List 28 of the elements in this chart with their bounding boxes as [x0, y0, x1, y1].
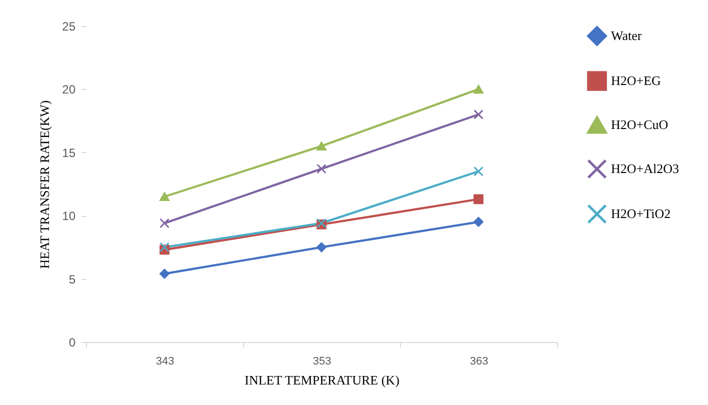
y-tick-label: 0 — [68, 336, 76, 350]
x-tick-label: 353 — [312, 356, 332, 368]
point — [474, 166, 484, 176]
point — [474, 110, 484, 120]
legend-label: H2O+CuO — [611, 117, 668, 132]
y-tick-label: 15 — [62, 146, 76, 160]
y-tick-label: 20 — [62, 82, 76, 97]
point — [160, 218, 170, 228]
point — [474, 216, 484, 227]
x-tick-label: 363 — [470, 356, 488, 368]
y-tick-label: 10 — [62, 209, 76, 224]
point — [316, 242, 326, 252]
point — [474, 194, 484, 204]
point — [316, 164, 326, 174]
point — [160, 192, 170, 202]
legend-label: H2O+Al2O3 — [611, 161, 679, 176]
legend-label: H2O+TiO2 — [611, 206, 671, 221]
x-axis-title: INLET TEMPERATURE (K) — [244, 372, 400, 388]
y-axis-title: HEAT TRANSFER RATE(KW) — [37, 100, 52, 269]
point — [474, 84, 484, 94]
point — [160, 268, 170, 279]
point — [316, 142, 326, 150]
legend-label: Water — [611, 28, 642, 43]
y-tick-label: 5 — [68, 272, 76, 286]
y-tick-label: 25 — [62, 20, 76, 34]
x-tick-label: 343 — [156, 356, 174, 368]
legend-label: H2O+EG — [611, 73, 661, 88]
point — [160, 242, 170, 252]
